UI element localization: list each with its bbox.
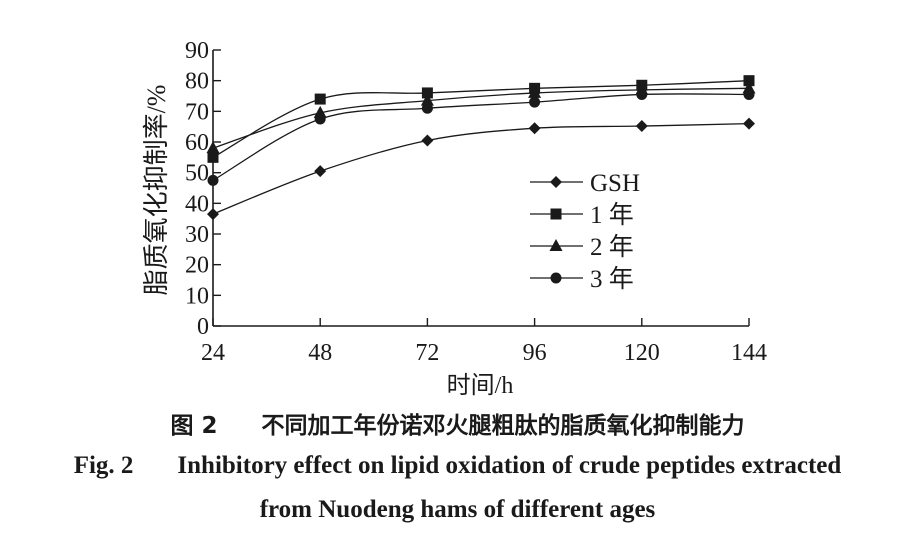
data-point (743, 75, 755, 87)
y-tick-label: 20 (185, 253, 209, 279)
y-tick-label: 0 (197, 314, 209, 340)
y-tick-label: 70 (185, 99, 209, 125)
caption-chinese: 图 2 不同加工年份诺邓火腿粗肽的脂质氧化抑制能力 (0, 406, 915, 440)
x-tick-label: 72 (415, 340, 439, 366)
data-point (207, 151, 219, 163)
legend-item: 1 年 (530, 201, 634, 229)
data-point (314, 93, 326, 105)
legend-label: 3 年 (590, 265, 634, 293)
caption-chinese-text: 不同加工年份诺邓火腿粗肽的脂质氧化抑制能力 (261, 413, 745, 439)
data-point (207, 174, 219, 186)
data-point (635, 120, 648, 133)
series-line (212, 122, 750, 215)
data-point (314, 165, 327, 178)
caption-english-line2: from Nuodeng hams of different ages (0, 496, 915, 524)
data-point (743, 88, 755, 100)
line-chart: 0 10 20 30 40 50 60 70 80 90 24 48 72 96 120 144 GSH 1 年… (142, 38, 767, 399)
series-1 (207, 117, 755, 221)
data-point (314, 113, 326, 125)
data-point (743, 117, 755, 130)
data-point (207, 208, 219, 221)
data-point (528, 122, 541, 135)
y-axis-label: 脂质氧化抑制率/% (142, 85, 171, 296)
legend-label: GSH (590, 170, 640, 197)
caption-chinese-label: 图 2 (170, 413, 218, 439)
x-tick-label: 96 (523, 340, 547, 366)
series-line (212, 93, 750, 181)
legend-item: 3 年 (530, 265, 634, 293)
legend-label: 1 年 (590, 201, 634, 229)
caption-english-label: Fig. 2 (73, 452, 134, 479)
series-4 (207, 88, 755, 186)
data-point (636, 88, 648, 100)
y-tick-label: 90 (185, 38, 209, 64)
data-point (420, 93, 434, 106)
legend-marker (550, 208, 562, 220)
x-tick-label: 120 (624, 340, 660, 366)
legend-item: GSH (530, 170, 640, 197)
y-tick-label: 30 (185, 222, 209, 248)
x-tick-label: 24 (201, 340, 225, 366)
legend-marker (550, 272, 562, 284)
series-2 (207, 75, 755, 163)
data-point (421, 102, 433, 114)
y-tick-label: 50 (185, 161, 209, 187)
data-point (206, 141, 220, 154)
legend: GSH 1 年 2 年 3 年 (530, 170, 640, 293)
caption-english-text-line2: from Nuodeng hams of different ages (259, 496, 656, 523)
x-axis-label: 时间/h (447, 372, 514, 399)
y-tick-label: 10 (185, 283, 209, 309)
caption-english-line1: Fig. 2 Inhibitory effect on lipid oxidati… (0, 452, 915, 480)
legend-marker (550, 176, 562, 188)
data-point (528, 85, 542, 98)
y-tick-label: 80 (185, 69, 209, 95)
data-point (529, 96, 541, 108)
legend-marker (549, 239, 563, 251)
caption-english-text-line1: Inhibitory effect on lipid oxidation of … (177, 452, 842, 479)
series-line (212, 87, 750, 149)
y-tick-label: 40 (185, 191, 209, 217)
data-point (421, 87, 433, 99)
legend-label: 2 年 (590, 233, 634, 261)
axes: 0 10 20 30 40 50 60 70 80 90 24 48 72 96 120 144 (185, 38, 767, 366)
series-3 (206, 81, 756, 154)
legend-item: 2 年 (530, 233, 634, 261)
series-line (212, 80, 750, 158)
x-tick-label: 144 (731, 340, 767, 366)
series-layer (206, 75, 756, 221)
data-point (421, 134, 434, 147)
x-tick-label: 48 (308, 340, 332, 366)
y-tick-label: 60 (185, 130, 209, 156)
